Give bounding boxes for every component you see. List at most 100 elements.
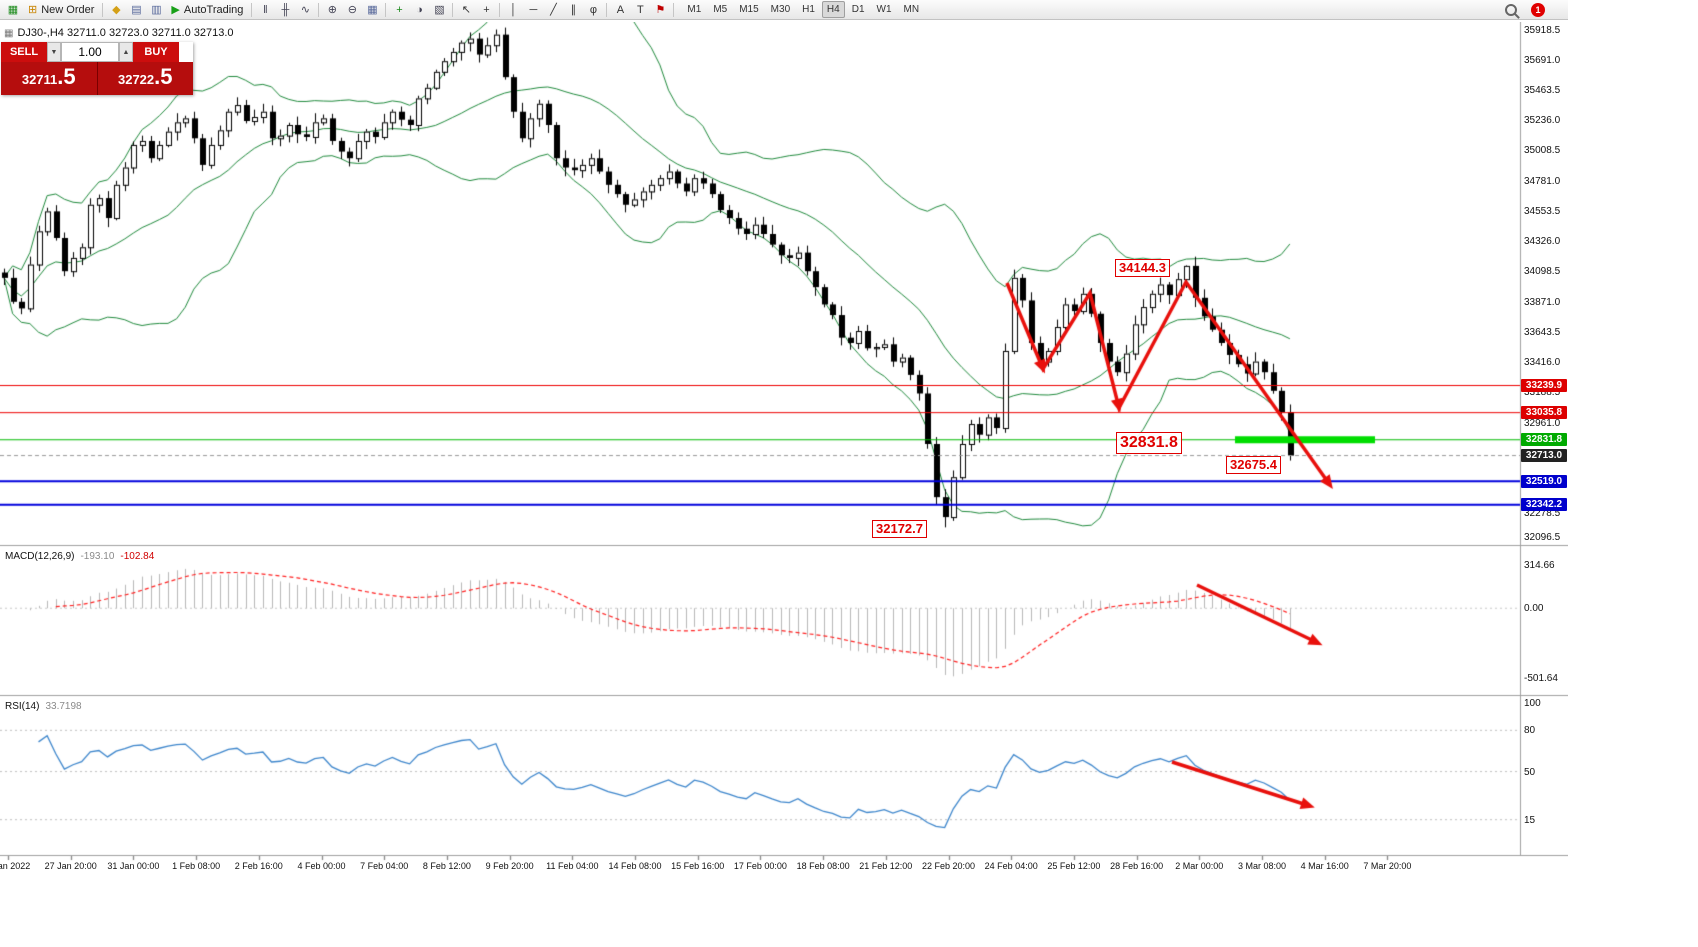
- time-axis-label: 22 Feb 20:00: [921, 861, 976, 871]
- rsi-axis-tick: 80: [1524, 725, 1536, 737]
- price-axis-tick: 35691.0: [1524, 54, 1561, 66]
- time-axis-label: 21 Feb 12:00: [859, 861, 913, 871]
- crosshair-icon[interactable]: +: [477, 2, 495, 18]
- price-annotation[interactable]: 32675.4: [1226, 456, 1281, 475]
- arrows-icon[interactable]: ⚑: [651, 2, 669, 18]
- volume-increase-button[interactable]: ▲: [119, 42, 133, 62]
- indicators-icon[interactable]: +: [390, 2, 408, 18]
- buy-button[interactable]: BUY: [133, 42, 179, 62]
- search-icon[interactable]: [1505, 4, 1517, 16]
- tile-windows-icon[interactable]: ▦: [363, 2, 381, 18]
- price-axis-tick: 33871.0: [1524, 296, 1561, 308]
- price-level-badge: 32713.0: [1521, 449, 1567, 463]
- candlestick-chart-icon-glyph: ╫: [281, 3, 290, 16]
- candlestick-chart-icon[interactable]: ╫: [276, 2, 294, 18]
- time-axis-label: 7 Feb 04:00: [360, 861, 409, 871]
- indicators-icon-glyph: +: [396, 3, 403, 16]
- timeframe-m1[interactable]: M1: [687, 4, 702, 15]
- time-axis-label: 9 Feb 20:00: [485, 861, 534, 871]
- autotrading-icon: ▶: [171, 4, 180, 16]
- text-icon-glyph: A: [616, 3, 625, 16]
- new-order-button[interactable]: ⊞ New Order: [23, 1, 99, 18]
- buy-price[interactable]: 32722 .5: [97, 62, 193, 95]
- one-click-trade-panel: SELL ▼ ▲ BUY 32711 .5 32722 .5: [1, 42, 193, 95]
- time-axis-label: 2 Feb 16:00: [234, 861, 283, 871]
- timeframe-d1[interactable]: D1: [851, 4, 865, 15]
- rsi-indicator-label: RSI(14) 33.7198: [5, 701, 82, 712]
- time-axis-label: 15 Feb 16:00: [671, 861, 725, 871]
- data-window-icon[interactable]: ▤: [127, 2, 145, 18]
- navigator-icon-glyph: ▥: [151, 4, 162, 16]
- market-watch-icon[interactable]: ◆: [107, 2, 125, 18]
- rsi-axis-tick: 50: [1524, 766, 1536, 778]
- timeframe-m30[interactable]: M30: [770, 4, 791, 15]
- time-axis-label: 4 Mar 16:00: [1300, 861, 1349, 871]
- price-axis-tick: 35236.0: [1524, 115, 1561, 127]
- timeframe-h4[interactable]: H4: [821, 1, 845, 18]
- trendline-icon-glyph: ╱: [550, 4, 557, 16]
- equidistant-channel-icon[interactable]: ∥: [564, 2, 582, 18]
- bar-chart-icon[interactable]: ‖: [256, 2, 274, 18]
- autotrading-button[interactable]: ▶ AutoTrading: [166, 1, 248, 18]
- timeframe-mn[interactable]: MN: [903, 4, 920, 15]
- macd-axis-tick: 0.00: [1524, 603, 1544, 615]
- macd-axis-tick: -501.64: [1524, 672, 1558, 684]
- text-label-icon[interactable]: T: [631, 2, 649, 18]
- data-window-icon-glyph: ▤: [131, 4, 142, 16]
- cursor-icon[interactable]: ↖: [457, 2, 475, 18]
- app-icon[interactable]: ▦: [4, 2, 22, 18]
- arrows-icon-glyph: ⚑: [655, 4, 666, 16]
- macd-indicator-label: MACD(12,26,9) -193.10 -102.84: [5, 551, 155, 562]
- chart-icon: ▦: [4, 27, 14, 39]
- timeframe-w1[interactable]: W1: [876, 4, 892, 15]
- toolbar-separator: [673, 2, 675, 17]
- rsi-axis-tick: 100: [1524, 697, 1541, 709]
- toolbar-right: 1: [1505, 0, 1545, 20]
- time-axis-label: 31 Jan 00:00: [107, 861, 160, 871]
- price-axis-tick: 35008.5: [1524, 145, 1561, 157]
- price-level-badge: 33239.9: [1521, 379, 1567, 393]
- price-annotation[interactable]: 32172.7: [872, 520, 927, 539]
- sell-button[interactable]: SELL: [1, 42, 47, 62]
- timeframe-m5[interactable]: M5: [713, 4, 728, 15]
- time-axis-label: 28 Feb 16:00: [1110, 861, 1164, 871]
- autotrading-button-label: AutoTrading: [183, 3, 244, 16]
- toolbar-items: ▦ ⊞ New Order ◆ ▤ ▥ ▶ AutoTrading ‖ ╫ ∿ ⊕ ⊖ ▦ + ◑ ▧ ↖ + │ ─ ╱…: [3, 1, 677, 18]
- horizontal-line-icon[interactable]: ─: [524, 2, 542, 18]
- price-axis-tick: 35918.5: [1524, 24, 1561, 36]
- vertical-line-icon[interactable]: │: [504, 2, 522, 18]
- line-chart-icon-glyph: ∿: [300, 4, 311, 16]
- trendline-icon[interactable]: ╱: [544, 2, 562, 18]
- zoom-in-icon-glyph: ⊕: [327, 4, 338, 16]
- volume-input[interactable]: [61, 42, 119, 62]
- navigator-icon[interactable]: ▥: [147, 2, 165, 18]
- timeframe-h1[interactable]: H1: [802, 4, 815, 15]
- new-order-button-label: New Order: [41, 3, 95, 16]
- toolbar-separator: [606, 2, 608, 17]
- time-axis-label: 24 Feb 04:00: [984, 861, 1038, 871]
- toolbar-separator: [251, 2, 253, 17]
- zoom-out-icon[interactable]: ⊖: [343, 2, 361, 18]
- notification-badge[interactable]: 1: [1531, 3, 1545, 17]
- price-annotation[interactable]: 34144.3: [1115, 259, 1170, 278]
- zoom-in-icon[interactable]: ⊕: [323, 2, 341, 18]
- periods-icon[interactable]: ◑: [410, 2, 428, 18]
- chart-canvas[interactable]: [0, 22, 1568, 874]
- price-annotation[interactable]: 32831.8: [1116, 432, 1182, 454]
- toolbar-separator: [102, 2, 104, 17]
- volume-decrease-button[interactable]: ▼: [47, 42, 61, 62]
- time-axis-label: 11 Feb 04:00: [546, 861, 599, 871]
- toolbar-separator: [318, 2, 320, 17]
- new-order-icon: ⊞: [28, 4, 38, 16]
- sell-price[interactable]: 32711 .5: [1, 62, 97, 95]
- price-axis-tick: 32096.5: [1524, 532, 1561, 544]
- macd-axis-tick: 314.66: [1524, 559, 1555, 571]
- templates-icon[interactable]: ▧: [430, 2, 448, 18]
- fibonacci-icon[interactable]: φ: [584, 2, 602, 18]
- text-icon[interactable]: A: [611, 2, 629, 18]
- toolbar-separator: [499, 2, 501, 17]
- toolbar: ▦ ⊞ New Order ◆ ▤ ▥ ▶ AutoTrading ‖ ╫ ∿ ⊕ ⊖ ▦ + ◑ ▧ ↖ + │ ─ ╱…: [0, 0, 1568, 20]
- line-chart-icon[interactable]: ∿: [296, 2, 314, 18]
- timeframe-m15[interactable]: M15: [739, 4, 759, 15]
- cursor-icon-glyph: ↖: [461, 4, 472, 16]
